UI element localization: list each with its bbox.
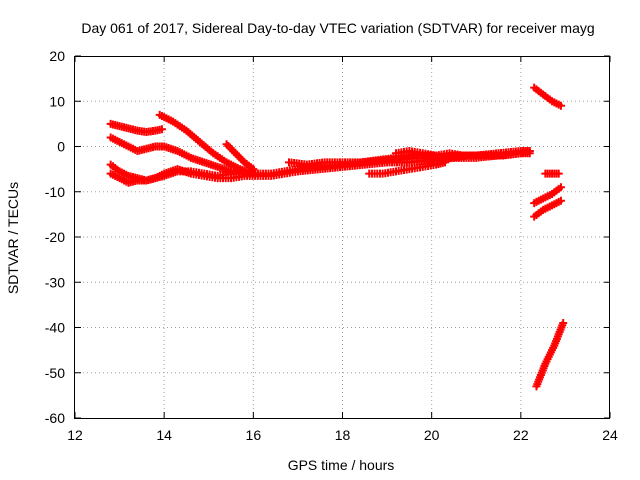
y-tick-label: -10: [45, 184, 65, 200]
data-point: [556, 101, 565, 110]
y-tick-label: -20: [45, 229, 65, 245]
y-axis-label: SDTVAR / TECUs: [5, 182, 21, 294]
series-arc-n: [532, 318, 568, 391]
x-tick-label: 18: [335, 427, 351, 443]
chart-title: Day 061 of 2017, Sidereal Day-to-day VTE…: [81, 20, 594, 36]
y-tick-label: -30: [45, 274, 65, 290]
series-arc-l: [530, 183, 565, 208]
series-arc-h: [365, 158, 450, 178]
x-tick-label: 12: [67, 427, 83, 443]
series-arc-a: [106, 119, 166, 137]
data-point: [472, 151, 481, 160]
plot-frame: [74, 56, 610, 419]
data-point: [556, 196, 565, 205]
x-tick-label: 22: [513, 427, 529, 443]
data-point: [556, 183, 565, 192]
y-tick-label: -40: [45, 320, 65, 336]
x-tick-label: 14: [156, 427, 172, 443]
x-axis-label: GPS time / hours: [288, 457, 395, 473]
data-points: [106, 83, 568, 391]
y-tick-label: 20: [49, 48, 65, 64]
y-tick-label: -50: [45, 365, 65, 381]
data-point: [525, 147, 534, 156]
series-arc-k: [541, 169, 563, 178]
x-tick-label: 20: [424, 427, 440, 443]
y-tick-label: 10: [49, 93, 65, 109]
x-tick-label: 16: [246, 427, 262, 443]
y-tick-label: 0: [57, 139, 65, 155]
series-arc-i: [392, 147, 481, 160]
data-point: [554, 169, 563, 178]
data-point: [559, 318, 568, 327]
x-tick-label: 24: [602, 427, 618, 443]
series-arc-d: [222, 140, 258, 174]
series-arc-j: [530, 83, 565, 110]
data-point: [441, 158, 450, 167]
y-tick-label: -60: [45, 410, 65, 426]
data-point: [157, 125, 166, 134]
series-arc-m: [530, 196, 565, 221]
